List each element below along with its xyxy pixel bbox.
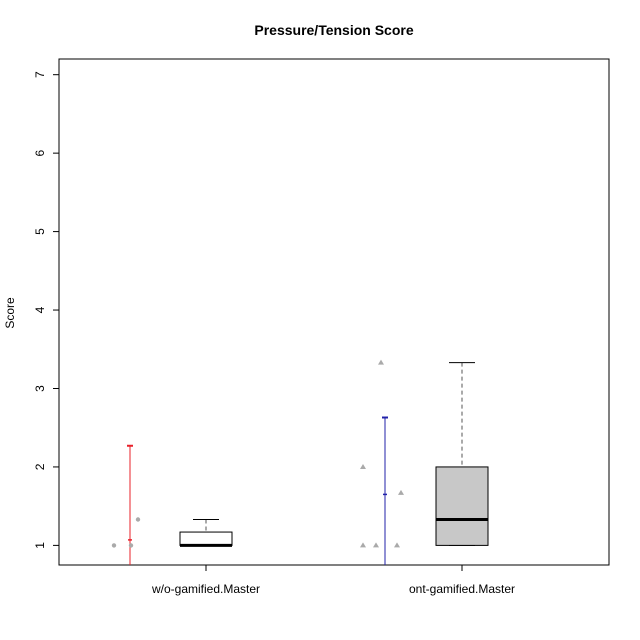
y-axis-label: Score	[3, 297, 17, 329]
data-point	[135, 517, 141, 522]
chart-title: Pressure/Tension Score	[254, 22, 413, 38]
y-tick-label: 3	[33, 385, 47, 392]
y-axis: 1 2 3 4 5 6 7	[33, 71, 60, 549]
data-point	[394, 542, 400, 548]
data-point	[378, 359, 384, 365]
data-point	[111, 543, 117, 548]
data-point	[373, 542, 379, 548]
data-point	[128, 543, 134, 548]
data-point	[398, 489, 404, 495]
x-tick-label: w/o-gamified.Master	[151, 582, 260, 596]
y-tick-label: 5	[33, 228, 47, 235]
x-axis: w/o-gamified.Master ont-gamified.Master	[151, 564, 515, 596]
y-tick-label: 4	[33, 306, 47, 313]
x-tick-label: ont-gamified.Master	[409, 582, 515, 596]
y-tick-label: 1	[33, 542, 47, 549]
data-point	[360, 542, 366, 548]
y-tick-label: 6	[33, 149, 47, 156]
y-tick-label: 7	[33, 71, 47, 78]
box	[179, 531, 233, 546]
chart-marks	[111, 359, 489, 565]
plot-area	[111, 359, 489, 565]
y-tick-label: 2	[33, 463, 47, 470]
data-point	[360, 463, 366, 469]
plot-frame	[58, 58, 610, 566]
box	[435, 466, 489, 546]
